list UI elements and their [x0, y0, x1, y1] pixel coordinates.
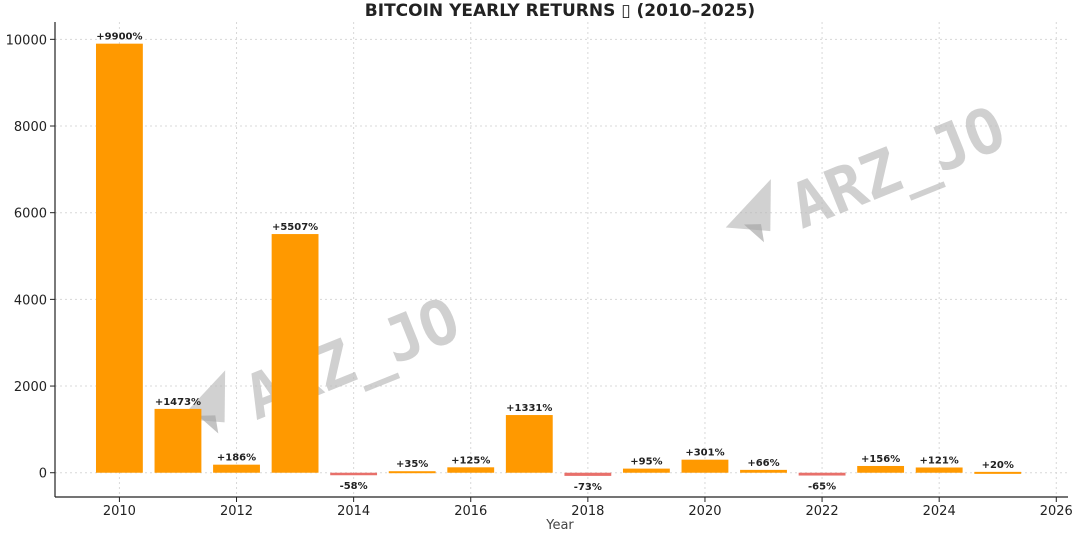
- bar-label-2022: -65%: [808, 482, 836, 493]
- grid: [55, 22, 1068, 497]
- bar-2014: [330, 472, 378, 476]
- x-tick-label: 2010: [103, 504, 136, 519]
- bar-2010: [95, 43, 143, 473]
- y-tick-label: 4000: [14, 293, 47, 308]
- bar-label-2018: -73%: [574, 482, 602, 493]
- bar-2019: [622, 468, 670, 473]
- x-tick-label: 2014: [337, 504, 370, 519]
- x-tick-label: 2012: [220, 504, 253, 519]
- bar-2024: [915, 467, 963, 473]
- bar-2015: [388, 471, 436, 474]
- bar-label-2017: +1331%: [506, 403, 552, 414]
- bar-label-2016: +125%: [451, 455, 490, 466]
- y-tick-label: 10000: [6, 33, 47, 48]
- bar-2012: [213, 464, 260, 473]
- y-tick-label: 6000: [14, 207, 47, 222]
- x-tick-label: 2016: [454, 504, 487, 519]
- bar-label-2015: +35%: [396, 459, 428, 470]
- bar-label-2019: +95%: [630, 457, 662, 468]
- bar-2025: [974, 471, 1022, 474]
- x-tick-label: 2024: [923, 504, 956, 519]
- bar-2022: [798, 472, 846, 476]
- x-tick-label: 2022: [806, 504, 839, 519]
- bar-label-2024: +121%: [920, 455, 959, 466]
- bar-label-2014: -58%: [340, 481, 368, 492]
- y-tick-label: 2000: [14, 380, 47, 395]
- bar-label-2011: +1473%: [155, 397, 201, 408]
- bar-2013: [271, 234, 319, 473]
- watermark-text: ARZ_JO: [234, 283, 469, 435]
- bar-label-2023: +156%: [861, 454, 900, 465]
- x-axis-label: Year: [545, 518, 574, 533]
- telegram-plane-icon: [725, 179, 771, 243]
- y-tick-label: 8000: [14, 120, 47, 135]
- x-tick-label: 2020: [688, 504, 721, 519]
- bar-2018: [564, 472, 612, 476]
- bar-label-2013: +5507%: [272, 222, 318, 233]
- watermark-text: ARZ_JO: [780, 91, 1015, 243]
- bar-2016: [447, 467, 495, 473]
- bar-label-2020: +301%: [685, 448, 724, 459]
- axes: 0 2000 4000 6000 8000 10000 2010 2012 2014 2016 20…: [6, 22, 1073, 519]
- bar-2011: [154, 408, 202, 473]
- watermark-1: ARZ_JO: [180, 283, 469, 435]
- bar-label-2010: +9900%: [96, 32, 142, 43]
- x-tick-label: 2026: [1040, 504, 1073, 519]
- y-tick-label: 0: [39, 467, 47, 482]
- bars: +9900% +1473% +186% +5507% -58% +35% +125% +133…: [95, 32, 1022, 493]
- bar-label-2025: +20%: [982, 460, 1014, 471]
- bar-2023: [857, 465, 905, 473]
- chart-title: BITCOIN YEARLY RETURNS ▯ (2010–2025): [365, 1, 755, 21]
- x-tick-label: 2018: [571, 504, 604, 519]
- watermark-2: ARZ_JO: [725, 91, 1015, 243]
- bar-2020: [681, 459, 729, 473]
- bar-2021: [740, 469, 787, 473]
- bar-2017: [505, 415, 553, 473]
- bar-label-2021: +66%: [747, 458, 779, 469]
- bar-label-2012: +186%: [217, 453, 256, 464]
